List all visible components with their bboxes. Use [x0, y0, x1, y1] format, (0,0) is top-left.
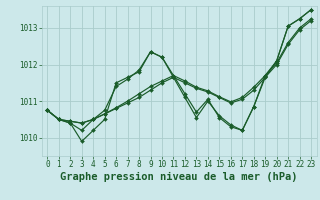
X-axis label: Graphe pression niveau de la mer (hPa): Graphe pression niveau de la mer (hPa) [60, 172, 298, 182]
